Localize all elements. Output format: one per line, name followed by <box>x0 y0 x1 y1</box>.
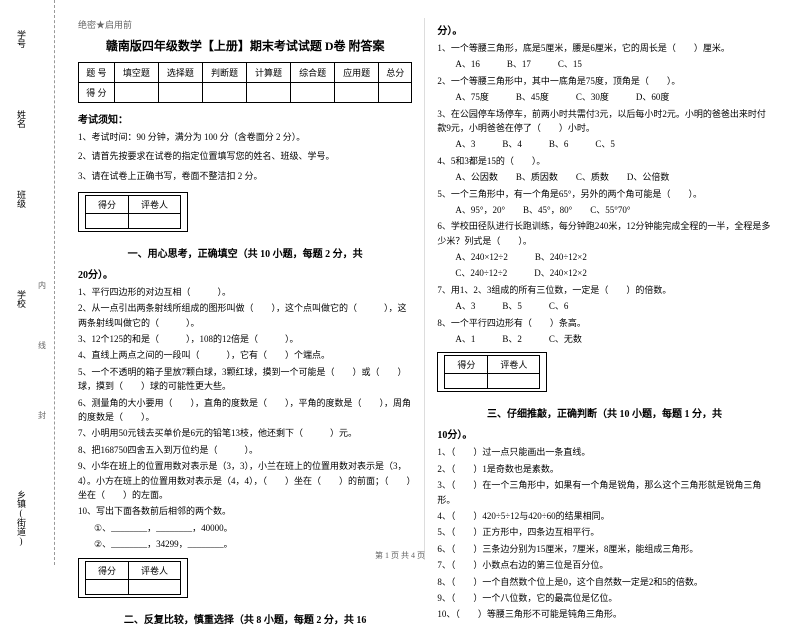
s2q7o: A、3 B、5 C、6 <box>437 299 771 313</box>
s2q3: 3、在公园停车场停车，前两小时共需付3元，以后每小时2元。小明的爸爸出来时付款9… <box>437 107 771 136</box>
score-box-2: 得分 评卷人 <box>78 558 188 598</box>
right-column: 分）。 1、一个等腰三角形，底是5厘米，腰是6厘米，它的周长是（ ）厘米。 A、… <box>429 18 779 560</box>
notice-3: 3、请在试卷上正确书写，卷面不整洁扣 2 分。 <box>78 169 412 184</box>
s3q4: 4、（ ）420÷5÷12与420÷60的结果相同。 <box>437 509 771 523</box>
sb3-marker: 评卷人 <box>488 356 540 374</box>
s2q7: 7、用1、2、3组成的所有三位数，一定是（ ）的倍数。 <box>437 283 771 297</box>
column-divider <box>424 18 425 560</box>
s1q3: 3、12个125的和是（ ），108的12倍是（ ）。 <box>78 332 412 346</box>
sb2-marker: 评卷人 <box>129 561 181 579</box>
s1q8: 8、把168750四舍五入到万位约是（ ）。 <box>78 443 412 457</box>
score-box-3: 得分 评卷人 <box>437 352 547 392</box>
s3q5: 5、（ ）正方形中，四条边互相平行。 <box>437 525 771 539</box>
s3q1: 1、（ ）过一点只能画出一条直线。 <box>437 445 771 459</box>
s1q10a: ①、________，________，40000。 <box>78 521 412 535</box>
notice-head: 考试须知： <box>78 111 412 126</box>
s2q6o2: C、240÷12÷2 D、240×12×2 <box>437 266 771 280</box>
secrecy-tag: 绝密★启用前 <box>78 18 412 31</box>
s1q5: 5、一个不透明的箱子里放7颗白球，3颗红球，摸到一个可能是（ ）或（ ）球，摸到… <box>78 365 412 394</box>
sec3-title: 三、仔细推敲，正确判断（共 10 小题，每题 1 分，共 <box>437 405 771 420</box>
s3q9: 9、（ ）一个八位数，它的最高位是亿位。 <box>437 591 771 605</box>
s1q6: 6、测量角的大小要用（ ），直角的度数是（ ），平角的度数是（ ），周角的度数是… <box>78 396 412 425</box>
s2q6: 6、学校田径队进行长跑训练，每分钟跑240米，12分钟能完成全程的一半，全程是多… <box>437 219 771 248</box>
main-content: 绝密★启用前 赣南版四年级数学【上册】期末考试试题 D卷 附答案 题 号 填空题… <box>55 0 800 565</box>
binding-margin: 学号 姓名 班级 学校 乡镇(街道) 内 线 封 <box>0 0 55 565</box>
th-choice: 选择题 <box>158 63 202 83</box>
margin-label-town: 乡镇(街道) <box>15 490 28 546</box>
s3q3: 3、（ ）在一个三角形中，如果有一个角是锐角，那么这个三角形就是锐角三角形。 <box>437 478 771 507</box>
th-comp: 综合题 <box>291 63 335 83</box>
s2q8o: A、1 B、2 C、无数 <box>437 332 771 346</box>
sb-marker: 评卷人 <box>129 195 181 213</box>
sb2-score: 得分 <box>86 561 129 579</box>
sec2-title-r: 分）。 <box>437 22 771 37</box>
s1q9: 9、小华在班上的位置用数对表示是（3，3），小兰在班上的位置用数对表示是（3，4… <box>78 459 412 502</box>
s2q4o: A、公因数 B、质因数 C、质数 D、公倍数 <box>437 170 771 184</box>
s2q8: 8、一个平行四边形有（ ）条高。 <box>437 316 771 330</box>
score-table: 题 号 填空题 选择题 判断题 计算题 综合题 应用题 总分 得 分 <box>78 62 412 103</box>
score-box-1: 得分 评卷人 <box>78 192 188 232</box>
th-total: 总分 <box>379 63 412 83</box>
s3q2: 2、（ ）1是奇数也是素数。 <box>437 462 771 476</box>
td-score: 得 分 <box>79 83 115 103</box>
margin-label-name: 姓名 <box>15 110 28 128</box>
notice-2: 2、请首先按要求在试卷的指定位置填写您的姓名、班级、学号。 <box>78 149 412 164</box>
s2q1: 1、一个等腰三角形，底是5厘米，腰是6厘米，它的周长是（ ）厘米。 <box>437 41 771 55</box>
s2q2: 2、一个等腰三角形中，其中一底角是75度，顶角是（ ）。 <box>437 74 771 88</box>
margin-dot-1: 内 <box>38 280 46 291</box>
margin-dot-2: 线 <box>38 340 46 351</box>
s2q5: 5、一个三角形中，有一个角是65°，另外的两个角可能是（ ）。 <box>437 187 771 201</box>
s1q2: 2、从一点引出两条射线所组成的图形叫做（ ），这个点叫做它的（ ），这两条射线叫… <box>78 301 412 330</box>
s2q2o: A、75度 B、45度 C、30度 D、60度 <box>437 90 771 104</box>
s3q8: 8、（ ）一个自然数个位上是0，这个自然数一定是2和5的倍数。 <box>437 575 771 589</box>
s1q10: 10、写出下面各数前后相邻的两个数。 <box>78 504 412 518</box>
notice-1: 1、考试时间：90 分钟，满分为 100 分（含卷面分 2 分）。 <box>78 130 412 145</box>
paper-title: 赣南版四年级数学【上册】期末考试试题 D卷 附答案 <box>78 37 412 54</box>
margin-dot-3: 封 <box>38 410 46 421</box>
s2q5o: A、95°，20° B、45°，80° C、55°70° <box>437 203 771 217</box>
s2q3o: A、3 B、4 B、6 C、5 <box>437 137 771 151</box>
sec3-title-b: 10分）。 <box>437 426 771 441</box>
s1q7: 7、小明用50元钱去买单价是6元的铅笔13枝，他还剩下（ ）元。 <box>78 426 412 440</box>
page-footer: 第 1 页 共 4 页 <box>0 550 800 561</box>
th-num: 题 号 <box>79 63 115 83</box>
s3q10: 10、（ ）等腰三角形不可能是钝角三角形。 <box>437 607 771 621</box>
margin-label-school: 学校 <box>15 290 28 308</box>
sb3-score: 得分 <box>445 356 488 374</box>
s2q1o: A、16 B、17 C、15 <box>437 57 771 71</box>
margin-label-class: 班级 <box>15 190 28 208</box>
sec1-title-b: 20分）。 <box>78 266 412 281</box>
th-calc: 计算题 <box>247 63 291 83</box>
s1q4: 4、直线上两点之间的一段叫（ ），它有（ ）个端点。 <box>78 348 412 362</box>
s1q1: 1、平行四边形的对边互相（ ）。 <box>78 285 412 299</box>
th-fill: 填空题 <box>114 63 158 83</box>
th-judge: 判断题 <box>202 63 246 83</box>
sb-score: 得分 <box>86 195 129 213</box>
margin-label-xuehao: 学号 <box>15 30 28 48</box>
left-column: 绝密★启用前 赣南版四年级数学【上册】期末考试试题 D卷 附答案 题 号 填空题… <box>70 18 420 560</box>
s2q6o1: A、240×12÷2 B、240÷12×2 <box>437 250 771 264</box>
s2q4: 4、5和3都是15的（ ）。 <box>437 154 771 168</box>
th-app: 应用题 <box>335 63 379 83</box>
sec2-title: 二、反复比较，慎重选择（共 8 小题，每题 2 分，共 16 <box>78 611 412 626</box>
sec1-title: 一、用心思考，正确填空（共 10 小题，每题 2 分，共 <box>78 245 412 260</box>
